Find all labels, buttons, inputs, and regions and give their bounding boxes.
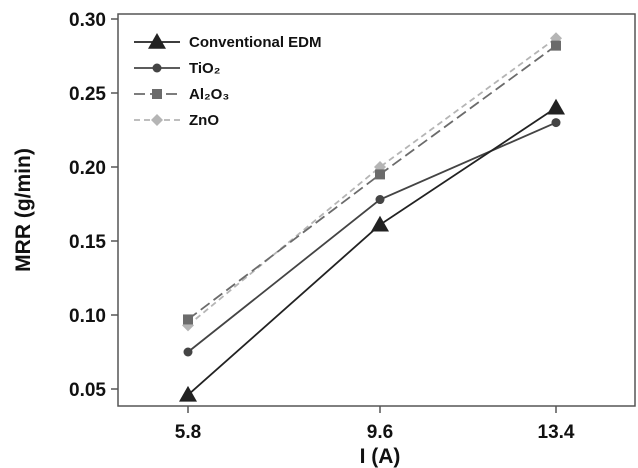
series-0 [179,98,565,402]
legend-label: ZnO [189,112,219,129]
data-point [375,195,385,205]
legend-marker [151,114,163,126]
x-tick-label: 5.8 [175,422,201,443]
x-tick-label: 9.6 [367,422,393,443]
legend-label: Al₂O₃ [189,86,229,103]
series-line [187,107,557,396]
series-1 [183,118,561,357]
series-line [187,37,557,327]
legend-label: Conventional EDM [189,34,322,51]
legend-item: Conventional EDM [134,33,322,51]
data-point [183,347,193,357]
series-layer [179,32,565,402]
legend-marker [152,89,162,99]
data-point [551,40,561,51]
plot-area-frame [117,13,636,407]
legend-item: ZnO [134,112,219,129]
x-axis-ticks: 5.8 9.6 13.4 [175,406,575,443]
legend-marker [152,63,162,73]
data-point [183,314,193,325]
legend-item: Al₂O₃ [134,86,229,103]
y-tick-label: 0.25 [69,84,106,105]
data-point [547,98,565,115]
data-point [371,215,389,232]
data-point [551,118,561,128]
data-point [375,169,385,180]
y-tick-label: 0.30 [69,10,106,31]
data-point [179,385,197,402]
y-axis-ticks: 0.05 0.10 0.15 0.20 0.25 0.30 [69,10,118,401]
x-tick-label: 13.4 [538,422,575,443]
legend-label: TiO₂ [189,60,220,77]
series-3 [182,32,562,332]
y-axis-title: MRR (g/min) [12,148,35,272]
x-axis-title: I (A) [360,445,401,468]
y-tick-label: 0.20 [69,158,106,179]
series-2 [183,40,561,325]
y-tick-label: 0.05 [69,380,106,401]
legend-item: TiO₂ [134,60,220,77]
y-tick-label: 0.15 [69,232,106,253]
legend-marker [148,33,166,49]
series-line [187,121,557,353]
series-line [187,44,557,321]
legend: Conventional EDM TiO₂ Al₂O₃ ZnO [134,33,322,129]
y-tick-label: 0.10 [69,306,106,327]
